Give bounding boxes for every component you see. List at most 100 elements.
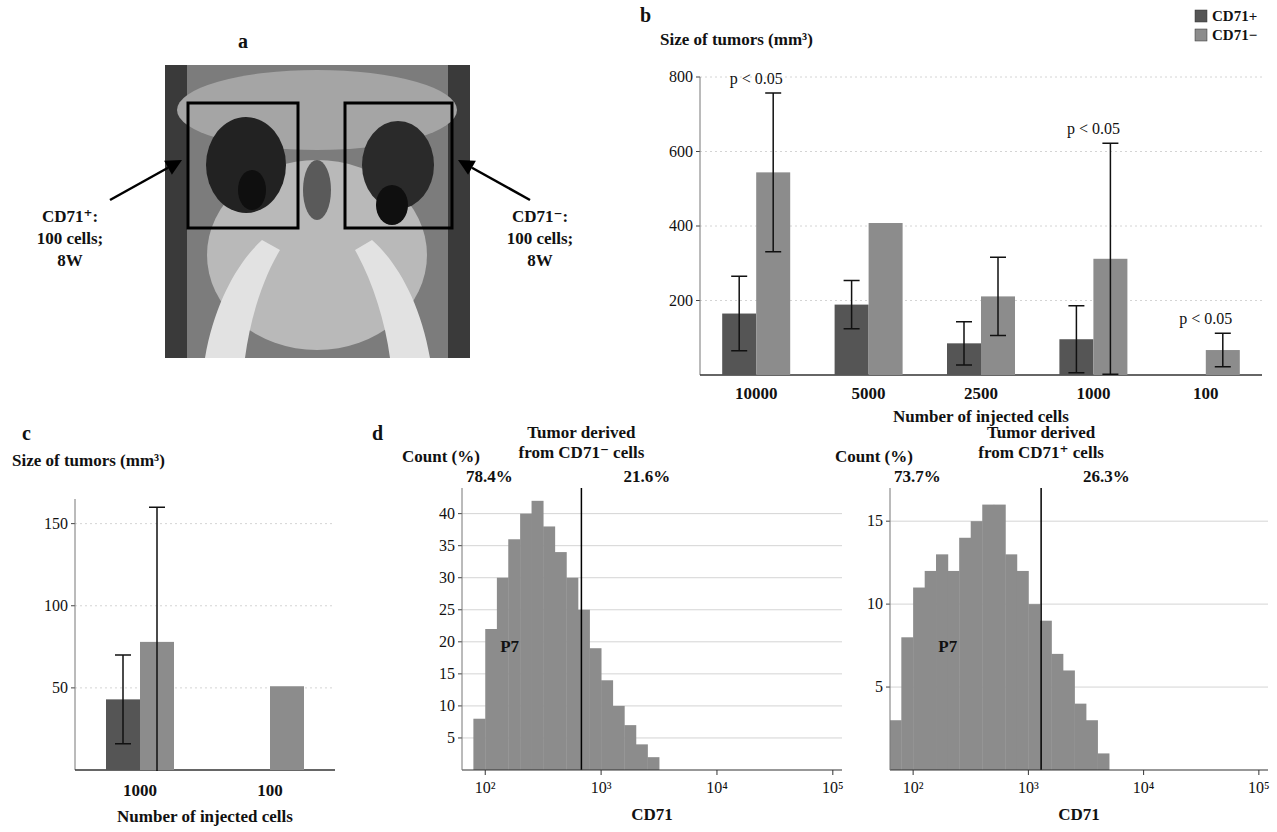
- x-axis-line: [890, 769, 1268, 770]
- histogram-bar: [485, 629, 497, 770]
- y-tick-label: 5: [875, 678, 883, 695]
- histogram-bar: [555, 552, 567, 770]
- error-bar: [1102, 143, 1118, 374]
- region-box: [188, 103, 298, 228]
- histogram-bar: [590, 648, 602, 770]
- x-tick-label: 10³: [1018, 779, 1039, 796]
- title-line: Tumor derived: [987, 423, 1096, 442]
- histogram-bar: [543, 526, 555, 770]
- x-tick-label: 10⁴: [706, 779, 728, 796]
- gate-line: [581, 488, 583, 770]
- error-bar: [765, 93, 781, 252]
- title-line: from CD71⁻ cells: [519, 443, 645, 462]
- y-tick-label: 10: [867, 595, 883, 612]
- tick-mark: [71, 687, 75, 688]
- legend-swatch: [1195, 10, 1207, 22]
- region-box: [345, 103, 452, 228]
- arrow-head: [164, 160, 182, 175]
- histogram-bar: [971, 521, 983, 770]
- histogram-bar: [532, 501, 544, 770]
- tick-mark: [601, 770, 602, 775]
- y-tick-label: 100: [44, 597, 68, 614]
- y-axis-title: Size of tumors (mm³): [660, 30, 813, 49]
- histogram-bar: [578, 610, 590, 770]
- grid-line: [75, 523, 335, 524]
- histogram-bar: [890, 720, 902, 770]
- image-ground: [165, 65, 470, 358]
- x-tick-label: 100: [1193, 384, 1219, 403]
- x-tick-label: 10²: [903, 779, 924, 796]
- histogram-bar: [948, 571, 960, 770]
- tick-mark: [1028, 770, 1029, 775]
- x-tick-label: 10⁵: [1248, 779, 1270, 796]
- tick-mark: [458, 673, 462, 674]
- figure: aCD71⁺:100 cells;8WCD71⁻:100 cells;8WbSi…: [0, 0, 1277, 832]
- histogram-bar: [959, 538, 971, 770]
- histogram-bar: [982, 505, 994, 770]
- gate-line: [1040, 488, 1042, 770]
- x-tick-label: 10000: [735, 384, 778, 403]
- image-label: 8W: [527, 251, 553, 270]
- grid-line: [890, 521, 1268, 522]
- panel-label: b: [640, 4, 651, 26]
- tick-mark: [485, 770, 486, 775]
- tick-mark: [1258, 770, 1259, 775]
- grid-line: [75, 605, 335, 606]
- histogram-bar: [925, 571, 937, 770]
- y-tick-label: 30: [439, 569, 455, 586]
- y-tick-label: 5: [447, 729, 455, 746]
- y-tick-label: 600: [669, 143, 693, 160]
- tick-mark: [886, 604, 890, 605]
- tick-mark: [458, 513, 462, 514]
- error-bar: [149, 507, 165, 771]
- plot-marks: [890, 488, 1109, 770]
- histogram-bar: [1098, 753, 1110, 770]
- tick-mark: [886, 687, 890, 688]
- image-tissue: [355, 240, 430, 358]
- arrow-head: [458, 160, 476, 175]
- legend-label: CD71+: [1212, 8, 1257, 24]
- histogram-bar: [566, 578, 578, 770]
- error-bar: [1215, 333, 1231, 367]
- tick-mark: [458, 577, 462, 578]
- x-axis-title: CD71: [1058, 805, 1100, 824]
- histogram-bar: [613, 706, 625, 770]
- x-tick-label: 5000: [852, 384, 886, 403]
- bar: [869, 223, 903, 375]
- histogram-bar: [901, 637, 913, 770]
- image-tumor: [376, 185, 408, 225]
- histogram-bar: [624, 725, 636, 770]
- error-bar: [956, 322, 972, 365]
- histogram-bar: [1017, 571, 1029, 770]
- x-tick-label: 10⁵: [822, 779, 844, 796]
- y-tick-label: 50: [52, 679, 68, 696]
- gate-percentage: 78.4%: [466, 467, 513, 486]
- grid-line: [462, 513, 842, 514]
- tick-mark: [696, 151, 700, 152]
- x-tick-label: 100: [257, 781, 283, 800]
- y-tick-label: 40: [439, 505, 455, 522]
- annotation: p < 0.05: [1179, 310, 1232, 328]
- grid-line: [700, 151, 1262, 152]
- error-bar: [1068, 306, 1084, 373]
- image-tumor: [238, 170, 266, 210]
- panel-label: c: [22, 422, 31, 444]
- tick-mark: [71, 605, 75, 606]
- tick-mark: [458, 737, 462, 738]
- gate-percentage: 26.3%: [1083, 467, 1130, 486]
- histogram-bar: [520, 514, 532, 770]
- error-bar: [844, 280, 860, 328]
- image-midline: [303, 160, 331, 220]
- chart-title: Tumor derivedfrom CD71⁻ cells: [519, 423, 645, 462]
- y-tick-label: 35: [439, 537, 455, 554]
- tick-mark: [913, 770, 914, 775]
- y-axis-line: [890, 488, 891, 770]
- y-axis-line: [462, 488, 463, 770]
- gate-name: P7: [500, 637, 519, 656]
- image-label: CD71⁻:: [512, 207, 568, 226]
- y-axis-line: [700, 77, 701, 375]
- tick-mark: [458, 545, 462, 546]
- grid-line: [700, 77, 1262, 78]
- x-tick-label: 2500: [964, 384, 998, 403]
- histogram-bar: [936, 554, 948, 770]
